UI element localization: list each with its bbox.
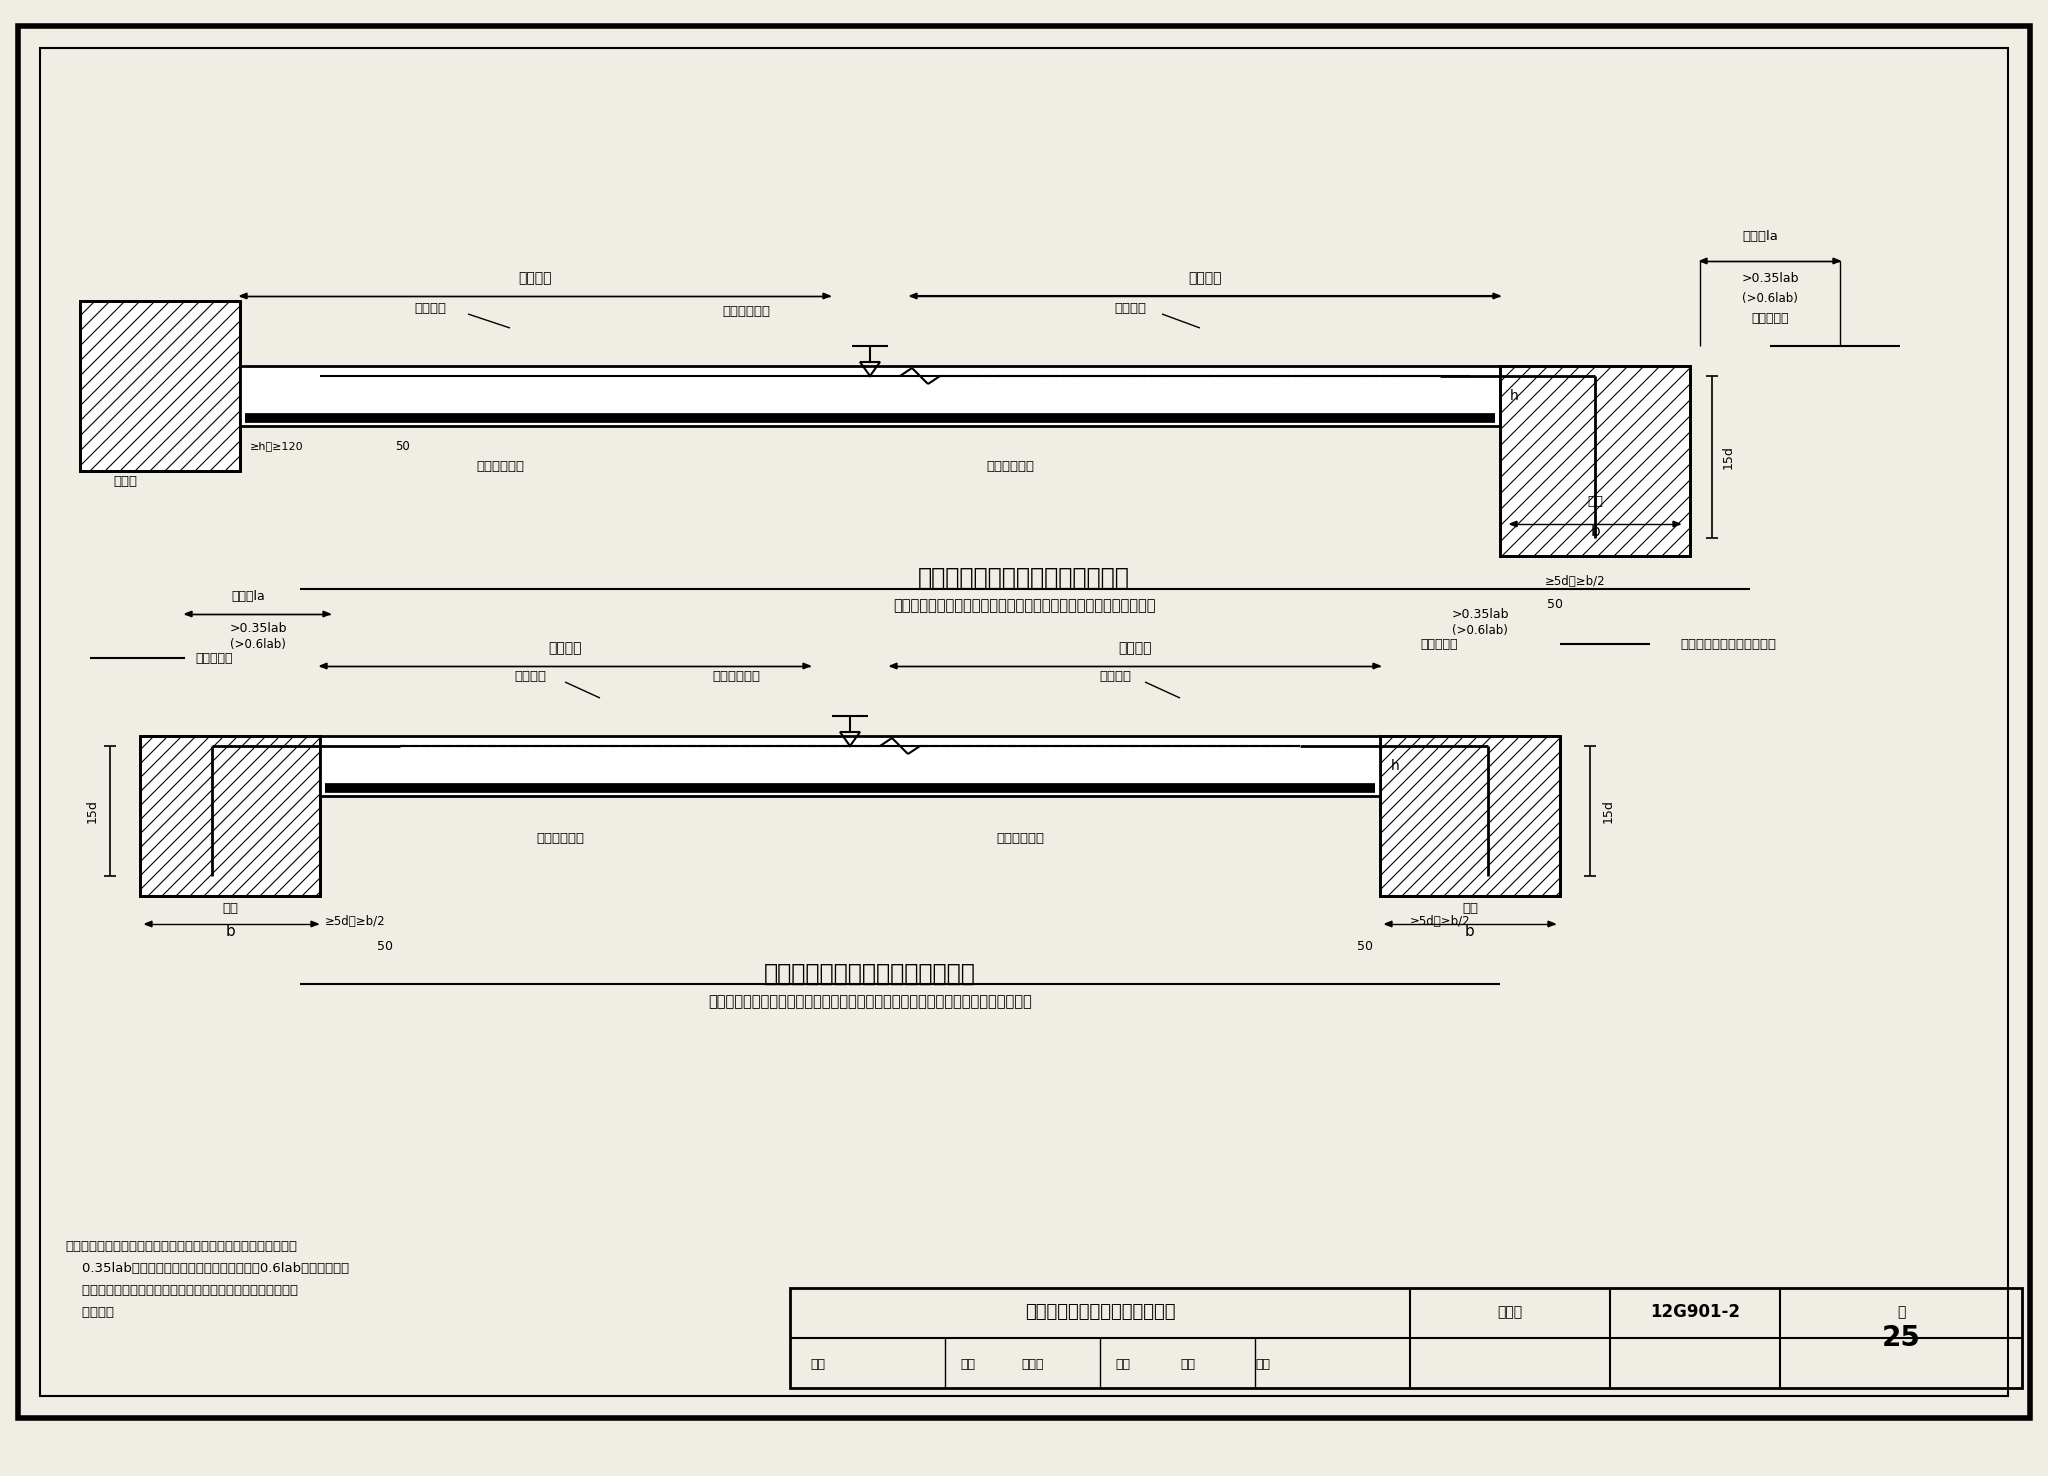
Polygon shape [1372,663,1380,669]
Text: 12G901-2: 12G901-2 [1651,1303,1741,1321]
Text: 页: 页 [1896,1305,1905,1320]
Text: 梯梁: 梯梁 [221,902,238,915]
Polygon shape [1384,921,1393,927]
Text: >0.35lab: >0.35lab [229,621,287,635]
Text: （板长跨方向嵌固在砌体墙内时，其支座配筋构造与左边支座相同）: （板长跨方向嵌固在砌体墙内时，其支座配筋构造与左边支座相同） [893,598,1155,614]
Text: 15d: 15d [1722,446,1735,469]
Text: b: b [1464,924,1475,939]
Text: (>0.6lab): (>0.6lab) [1743,291,1798,304]
Bar [1499,366,1690,556]
Text: 构造钢筋: 构造钢筋 [414,301,446,314]
Polygon shape [1548,921,1554,927]
Text: 构造钢筋: 构造钢筋 [1100,670,1130,682]
Text: 0.35lab用于设计按铰接的情况，括号内数据0.6lab用于设计考虑: 0.35lab用于设计按铰接的情况，括号内数据0.6lab用于设计考虑 [66,1262,348,1274]
Text: 审核: 审核 [811,1358,825,1371]
Text: 构造钢筋: 构造钢筋 [514,670,547,682]
Text: 50: 50 [395,440,410,453]
Polygon shape [319,663,328,669]
Polygon shape [1493,294,1499,298]
Text: 设计: 设计 [1114,1358,1130,1371]
Polygon shape [1700,258,1706,264]
Text: 梯梁: 梯梁 [1587,494,1604,508]
Text: （板长跨方向与混凝土梁或剪力墙浇筑到一起时，其支座配筋构造与右边支座相同）: （板长跨方向与混凝土梁或剪力墙浇筑到一起时，其支座配筋构造与右边支座相同） [709,995,1032,1010]
Text: 板内长度: 板内长度 [1118,641,1151,655]
Polygon shape [145,921,152,927]
Text: 楼梯楼层、层间平台板钢筋构造一: 楼梯楼层、层间平台板钢筋构造一 [918,565,1130,590]
Text: 砌体墙: 砌体墙 [113,474,137,487]
Text: ≥5d且≥b/2: ≥5d且≥b/2 [326,915,385,927]
Polygon shape [891,663,897,669]
Text: 板内长度: 板内长度 [1188,272,1223,285]
Text: 25: 25 [1882,1324,1921,1352]
Bar [80,301,240,471]
Bar [240,366,1499,427]
Text: ≥h且≥120: ≥h且≥120 [250,441,303,452]
Text: 或直锚la: 或直锚la [231,589,264,602]
Polygon shape [1509,521,1518,527]
Text: 板内长度: 板内长度 [518,272,551,285]
Text: 冯海悦: 冯海悦 [1022,1358,1044,1371]
Text: 梯梁: 梯梁 [1462,902,1479,915]
Text: 图集号: 图集号 [1497,1305,1522,1320]
Text: 且伸至梁边: 且伸至梁边 [1419,638,1458,651]
Bar [1380,737,1561,896]
Text: >0.35lab: >0.35lab [1741,272,1798,285]
Text: 50: 50 [1546,598,1563,611]
Text: 或直锚la: 或直锚la [1743,229,1778,242]
Text: (>0.6lab): (>0.6lab) [1452,623,1507,636]
Text: h: h [1509,390,1518,403]
Polygon shape [803,663,811,669]
Text: 短跨方向配筋: 短跨方向配筋 [995,831,1044,844]
Bar [139,737,319,896]
Bar [139,737,319,896]
Text: 且伸至梁边: 且伸至梁边 [1751,311,1788,325]
Text: 楼梯楼层、层间平台板钢筋构造: 楼梯楼层、层间平台板钢筋构造 [1024,1303,1176,1321]
Text: 平板顶面标高: 平板顶面标高 [713,670,760,682]
Bar [80,301,240,471]
Text: 刘敏: 刘敏 [1180,1358,1194,1371]
Text: 50: 50 [377,940,393,952]
Text: 50: 50 [1358,940,1372,952]
Text: b: b [1589,524,1599,539]
Bar [791,1289,2021,1387]
Text: 板内长度: 板内长度 [549,641,582,655]
Bar [319,737,1380,796]
Text: ≥5d且≥b/2: ≥5d且≥b/2 [1409,915,1470,927]
Text: >0.35lab: >0.35lab [1452,608,1509,620]
Text: 短跨方向配筋: 短跨方向配筋 [985,459,1034,472]
Text: ≥5d且≥b/2: ≥5d且≥b/2 [1544,574,1606,587]
Text: 15d: 15d [1602,799,1614,824]
Text: h: h [1391,759,1399,773]
Polygon shape [184,611,193,617]
Polygon shape [1833,258,1839,264]
Bar [1380,737,1561,896]
Polygon shape [240,294,248,298]
Text: 平板顶面标高: 平板顶面标高 [723,304,770,317]
Text: 构造钢筋: 构造钢筋 [1114,301,1147,314]
Text: 楼梯楼层、层间平台板钢筋构造二: 楼梯楼层、层间平台板钢筋构造二 [764,962,977,986]
Text: 长跨方向配筋: 长跨方向配筋 [475,459,524,472]
Text: 注：上部纵筋需伸至支座对边再向下弯折。图中上部纵筋锚固长度: 注：上部纵筋需伸至支座对边再向下弯折。图中上部纵筋锚固长度 [66,1240,297,1253]
Text: b: b [225,924,236,939]
Polygon shape [1673,521,1679,527]
Text: 或与另侧板的钢筋连通设置: 或与另侧板的钢筋连通设置 [1679,638,1776,651]
Polygon shape [311,921,317,927]
Text: 种情况。: 种情况。 [66,1305,115,1318]
Polygon shape [909,294,918,298]
Text: 詹道: 詹道 [1255,1358,1270,1371]
Text: 充分发挥钢筋抗拉强度的情况，具体工程中设计应指明采用何: 充分发挥钢筋抗拉强度的情况，具体工程中设计应指明采用何 [66,1284,299,1296]
Polygon shape [823,294,829,298]
Text: 15d: 15d [86,799,98,824]
Text: 且伸至梁边: 且伸至梁边 [195,651,233,664]
Text: (>0.6lab): (>0.6lab) [229,638,287,651]
Text: 校对: 校对 [961,1358,975,1371]
Bar [1499,366,1690,556]
Polygon shape [324,611,330,617]
Text: 长跨方向配筋: 长跨方向配筋 [537,831,584,844]
